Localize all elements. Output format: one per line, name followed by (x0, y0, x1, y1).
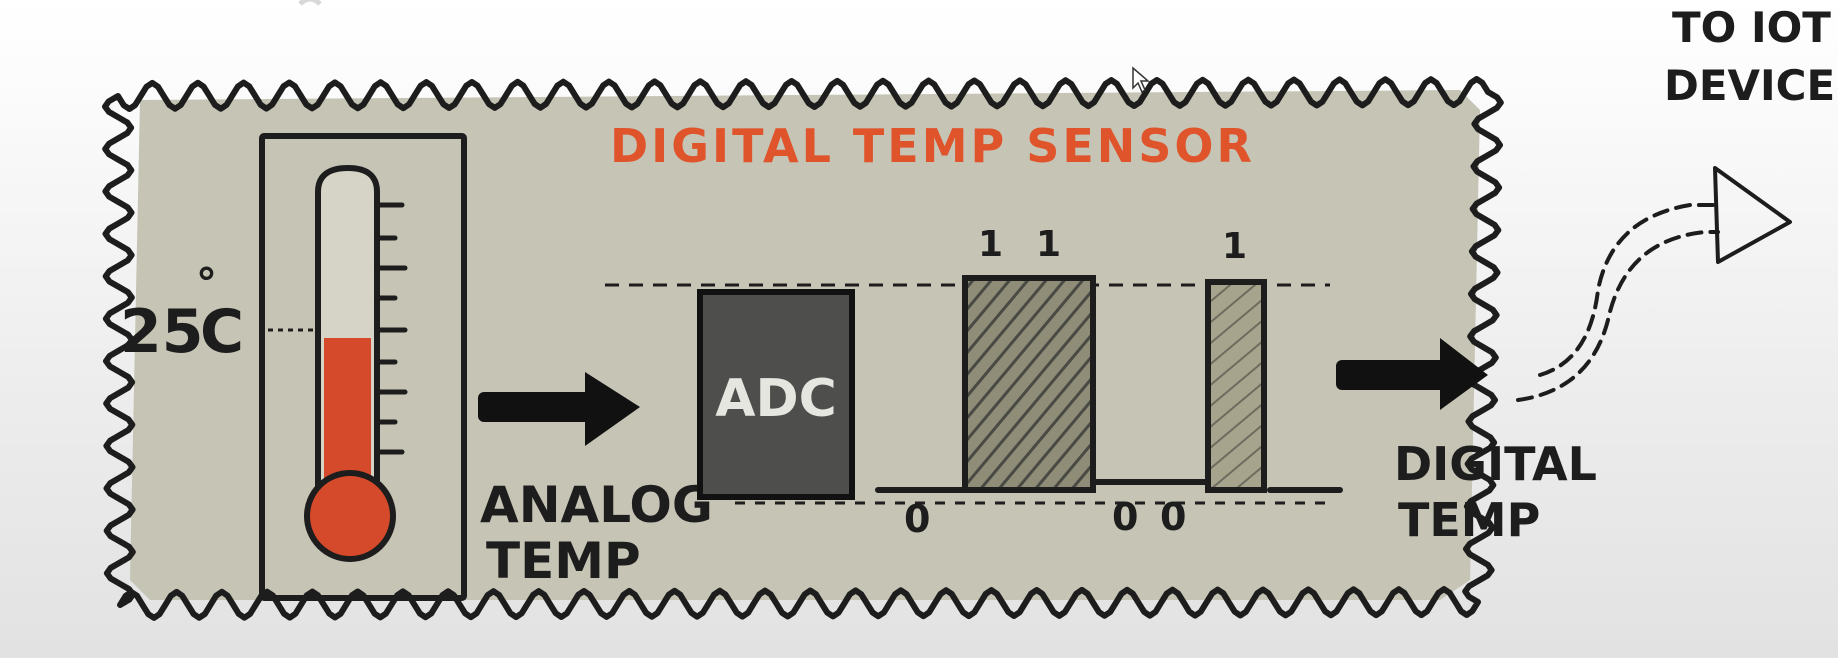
signal-pulse-1 (962, 275, 1096, 493)
bit-one-1: 1 (978, 224, 1003, 265)
bit-zero-3: 0 (1160, 495, 1186, 539)
thermometer-bulb (304, 470, 396, 562)
bit-one-2: 1 (1036, 224, 1061, 265)
bit-one-3: 1 (1222, 226, 1247, 267)
destination-label-line1: TO IOT (1672, 3, 1831, 52)
sensor-panel-border (102, 76, 1504, 621)
cropped-top-mark (298, 0, 322, 6)
iot-link-arrow (1516, 166, 1792, 402)
digital-temp-label-line2: TEMP (1398, 493, 1540, 547)
analog-temp-label-line1: ANALOG (480, 476, 713, 534)
digital-arrow (1336, 338, 1488, 410)
analog-temp-label-line2: TEMP (486, 532, 641, 590)
adc-label: ADC (715, 369, 837, 429)
diagram-title: DIGITAL TEMP SENSOR (610, 119, 1255, 173)
thermometer-scale (374, 202, 408, 455)
thermometer-frame (259, 133, 467, 601)
analog-arrow (478, 372, 640, 446)
digital-temp-label-line1: DIGITAL (1394, 437, 1597, 491)
signal-pulse-2 (1205, 279, 1267, 493)
bit-zero-1: 0 (904, 497, 930, 541)
signal-baseline (875, 479, 1343, 493)
temperature-value: 25 (120, 297, 204, 367)
temperature-unit: C (200, 297, 244, 367)
destination-label-line2: DEVICE (1664, 61, 1835, 110)
adc-block (697, 289, 855, 500)
mouse-cursor (1132, 66, 1151, 94)
bit-zero-2: 0 (1112, 495, 1138, 539)
temperature-degree: ° (196, 259, 217, 308)
